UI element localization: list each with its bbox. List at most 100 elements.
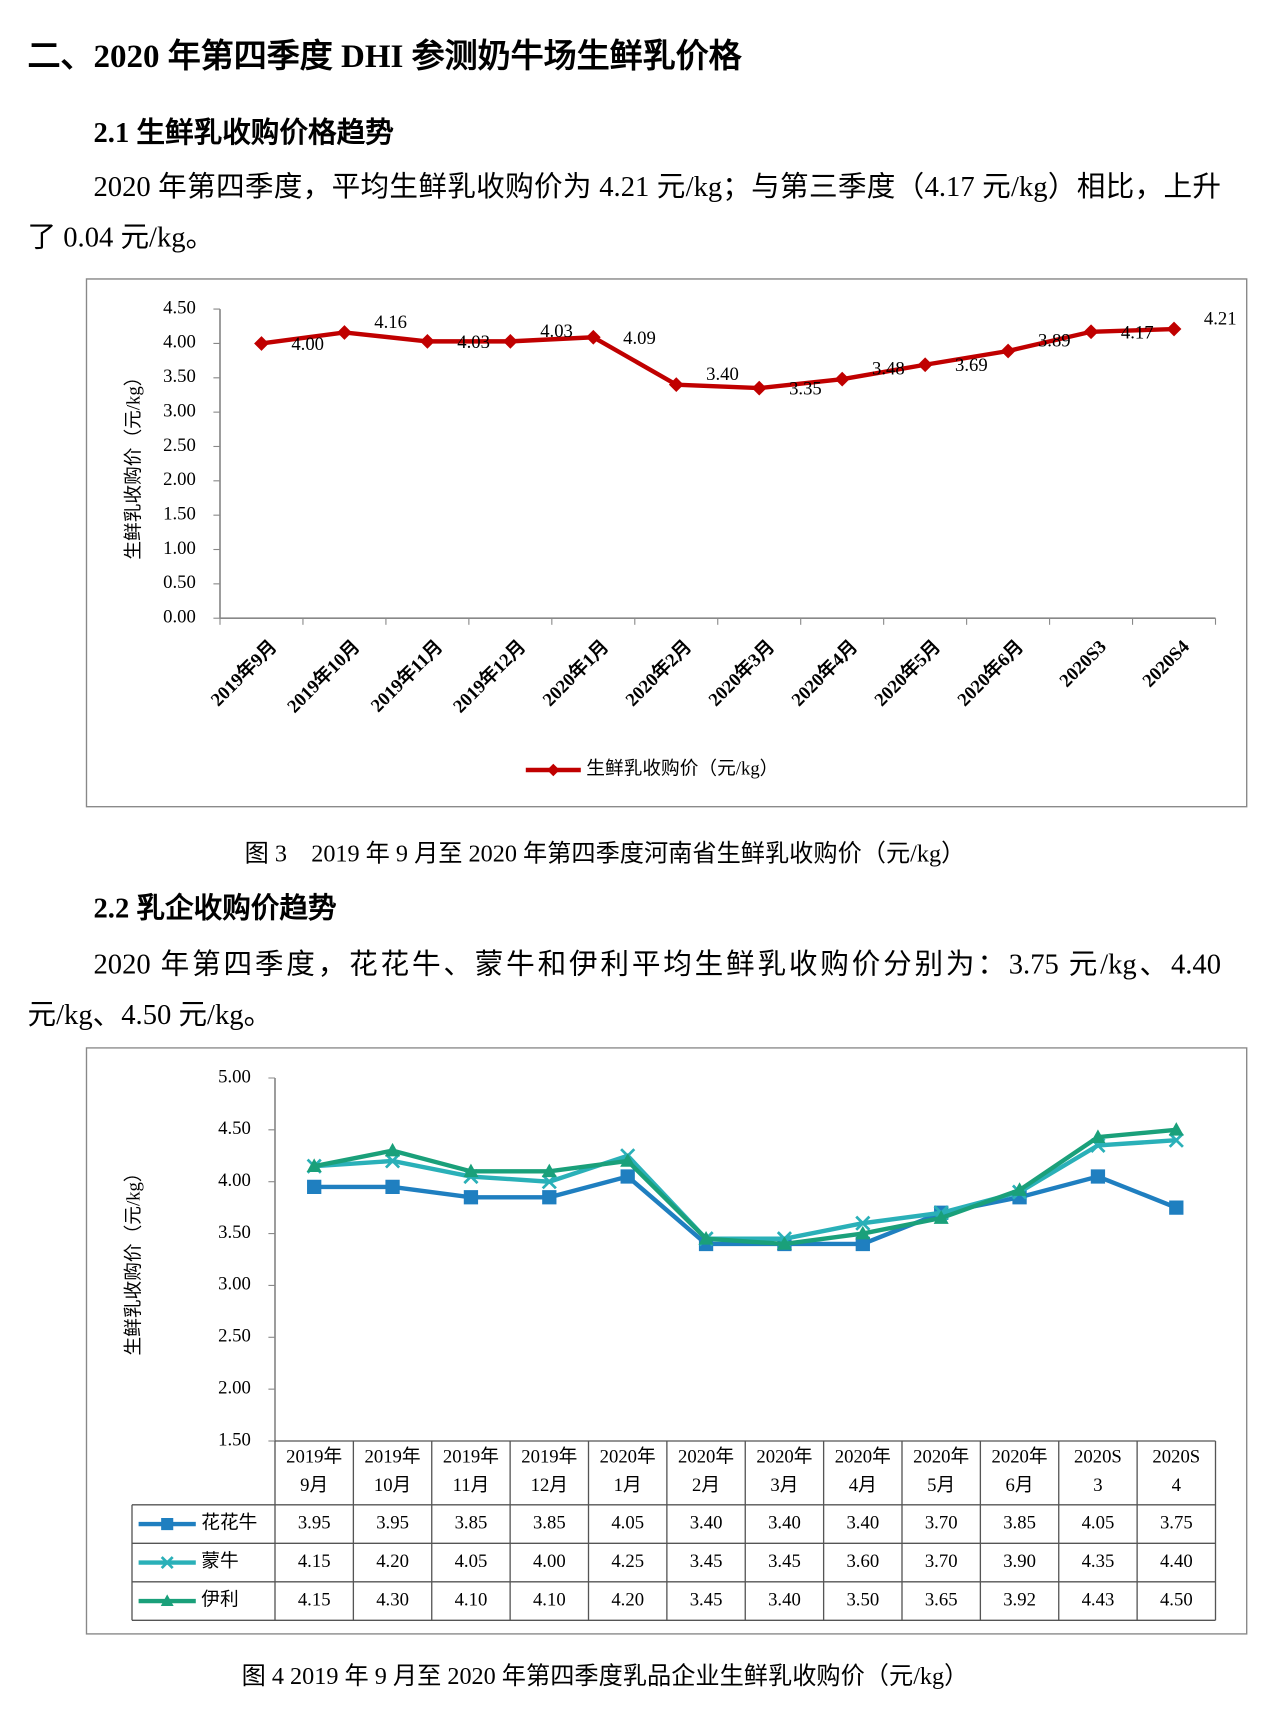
marker: [855, 1225, 871, 1240]
marker: [933, 1210, 949, 1224]
table-cell: 3.92: [1003, 1589, 1036, 1610]
x-tick-label: 2019年11月: [366, 636, 447, 717]
marker: [1168, 1132, 1184, 1148]
series-line: [313, 1127, 1177, 1247]
data-label: 4.16: [374, 312, 407, 333]
marker: [384, 1153, 401, 1169]
marker: [1083, 324, 1099, 340]
marker: [385, 1142, 401, 1157]
x-tick-label: 2020年3月: [704, 636, 779, 711]
table-cell: 3.65: [925, 1589, 958, 1610]
table-cell: 4.00: [533, 1551, 566, 1572]
marker: [1169, 1200, 1184, 1215]
marker: [1090, 1169, 1106, 1184]
y-tick-label: 1.50: [218, 1429, 251, 1450]
data-label: 3.89: [1038, 330, 1071, 351]
table-cell: 4.40: [1160, 1551, 1193, 1572]
paragraph: 2020 年第四季度，花花牛、蒙牛和伊利平均生鲜乳收购价分别为：3.75 元/k…: [27, 948, 1222, 1031]
x-tick-label: 2020年2月: [621, 636, 696, 711]
y-tick-label: 3.50: [218, 1222, 251, 1243]
chart-border: [85, 1047, 1248, 1635]
marker: [307, 1179, 322, 1195]
x-tick-label: 2020年4月: [787, 636, 862, 711]
y-tick-label: 2.00: [163, 469, 196, 490]
marker: [502, 334, 518, 349]
y-tick-label: 2.50: [163, 435, 196, 456]
data-label: 3.40: [706, 364, 739, 385]
table-cell: 3.40: [690, 1512, 723, 1533]
data-label: 4.21: [1204, 309, 1237, 330]
y-tick-label: 3.00: [218, 1274, 251, 1295]
table-cell: 3.60: [846, 1551, 879, 1572]
table-cell: 4.05: [1082, 1512, 1115, 1533]
y-tick-label: 4.00: [218, 1170, 251, 1191]
marker: [668, 377, 684, 393]
caption: 图 4 2019 年 9 月至 2020 年第四季度乳品企业生鲜乳收购价（元/k…: [241, 1662, 969, 1690]
table-cell: 4.43: [1082, 1589, 1115, 1610]
marker: [776, 1236, 792, 1250]
table-cell: 3.45: [690, 1551, 723, 1572]
table-cell: 3.40: [846, 1512, 879, 1533]
marker: [1166, 321, 1182, 337]
paragraph: 2020 年第四季度，平均生鲜乳收购价为 4.21 元/kg；与第三季度（4.1…: [27, 170, 1222, 254]
marker: [254, 336, 269, 351]
table-cell: 3.45: [768, 1551, 801, 1572]
y-tick-label: 3.00: [163, 400, 196, 421]
table-cell: 4.10: [455, 1589, 488, 1610]
data-label: 4.03: [540, 321, 573, 342]
table-cell: 3.70: [925, 1551, 958, 1572]
table-cell: 3.95: [376, 1512, 409, 1533]
marker: [585, 329, 601, 345]
table-cell: 4.20: [611, 1589, 644, 1610]
chart: 生鲜乳收购价（元/kg） 0.00 0.50 1.00 1.50 2.00 2.50 3.00…: [85, 278, 1248, 808]
marker: [1000, 343, 1016, 359]
y-axis-title: 生鲜乳收购价（元/kg）: [124, 368, 145, 560]
table-cell: 4.30: [376, 1589, 409, 1610]
table-cell: 3.45: [690, 1589, 723, 1610]
marker: [161, 1518, 174, 1531]
table-cell: 3.40: [768, 1589, 801, 1610]
y-tick-label: 1.00: [163, 538, 196, 559]
marker: [542, 1190, 557, 1205]
x-tick-label: 2019年12月: [449, 636, 531, 718]
marker: [160, 1594, 174, 1607]
marker: [855, 1215, 871, 1231]
data-label: 4.00: [291, 334, 324, 355]
legend-label: 花花牛: [201, 1512, 257, 1533]
marker: [698, 1231, 714, 1245]
marker: [620, 1153, 636, 1167]
y-tick-label: 4.50: [218, 1118, 251, 1139]
table-cell: 4.05: [455, 1551, 488, 1572]
y-tick-label: 5.00: [218, 1066, 251, 1087]
x-tick-label: 2020S3: [1056, 636, 1111, 691]
y-tick-label: 2.50: [218, 1326, 251, 1347]
table-cell: 3.90: [1003, 1551, 1036, 1572]
y-tick-label: 4.00: [163, 332, 196, 353]
marker: [547, 763, 560, 777]
table-cell: 4.15: [298, 1589, 331, 1610]
data-label: 3.35: [789, 379, 822, 400]
heading: 二、2020 年第四季度 DHI 参测奶牛场生鲜乳价格: [27, 38, 742, 75]
table-cell: 3.85: [1003, 1512, 1036, 1533]
marker: [1012, 1182, 1028, 1196]
y-tick-label: 1.50: [163, 503, 196, 524]
marker: [620, 1169, 635, 1184]
legend-label: 蒙牛: [201, 1551, 238, 1572]
table-cell: 4.50: [1160, 1589, 1193, 1610]
marker: [751, 380, 767, 396]
y-tick-label: 4.50: [163, 297, 196, 318]
table-cell: 4.35: [1082, 1551, 1115, 1572]
marker: [541, 1174, 557, 1190]
x-tick-label: 2020S4: [1139, 636, 1194, 691]
marker: [541, 1163, 557, 1178]
x-tick-label: 2020年6月: [953, 636, 1028, 711]
marker: [834, 371, 850, 387]
